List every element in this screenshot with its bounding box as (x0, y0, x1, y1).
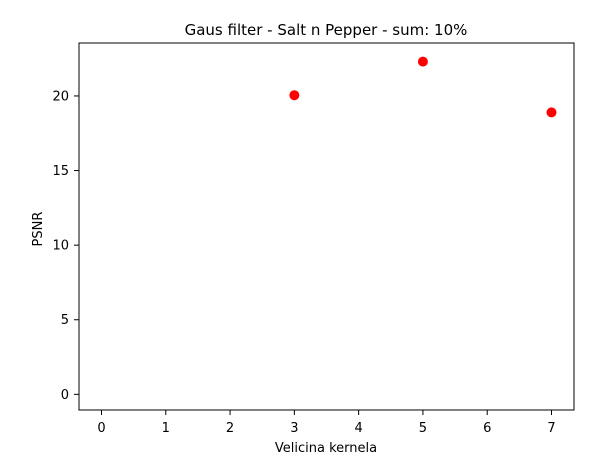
y-axis-ticks: 0 5 10 15 20 (52, 89, 79, 403)
x-tick-label: 7 (547, 421, 555, 436)
x-tick-label: 5 (419, 421, 427, 436)
data-points (289, 56, 557, 118)
y-tick-label: 15 (52, 164, 69, 179)
y-tick-label: 10 (52, 239, 69, 254)
chart-title: Gaus filter - Salt n Pepper - sum: 10% (185, 21, 468, 39)
data-point (289, 90, 300, 101)
plot-frame (78, 42, 575, 411)
x-tick-label: 2 (226, 421, 234, 436)
x-axis-ticks: 0 1 2 3 4 5 6 7 (97, 410, 556, 436)
x-tick-label: 3 (290, 421, 298, 436)
y-tick-label: 20 (52, 89, 69, 104)
x-tick-label: 4 (355, 421, 363, 436)
y-axis-title: PSNR (31, 212, 46, 247)
y-tick-label: 0 (61, 388, 69, 403)
x-tick-label: 0 (97, 421, 105, 436)
y-tick-label: 5 (61, 313, 69, 328)
data-point (417, 56, 428, 67)
data-point (546, 107, 557, 118)
x-axis-title: Velicina kernela (275, 441, 377, 456)
x-tick-label: 6 (483, 421, 491, 436)
x-tick-label: 1 (162, 421, 170, 436)
